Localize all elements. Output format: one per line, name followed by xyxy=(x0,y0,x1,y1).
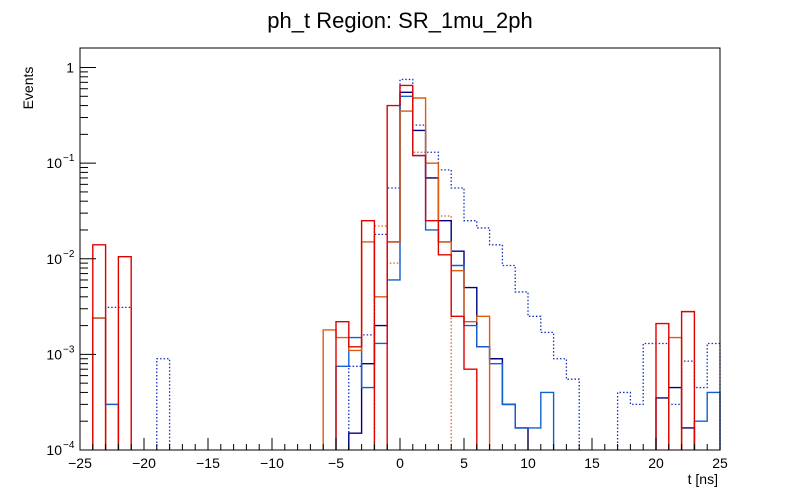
axes-layer: −25 −20 −15 −10 −5 0 5 10 15 20 2510−410−310−210−1… xyxy=(46,47,728,471)
x-tick-label: 5 xyxy=(460,455,468,471)
x-tick-label: −10 xyxy=(260,455,284,471)
x-tick-label: −25 xyxy=(68,455,92,471)
x-tick-label: −20 xyxy=(132,455,156,471)
histogram-bar-group xyxy=(348,78,580,450)
histogram-bar-group xyxy=(92,244,107,450)
x-tick-label: 10 xyxy=(520,455,536,471)
x-tick-label: 25 xyxy=(712,455,728,471)
y-tick-exponent: −3 xyxy=(63,344,75,355)
x-axis-label: t [ns] xyxy=(688,471,718,487)
x-tick-label: −5 xyxy=(328,455,344,471)
histogram-bar-group xyxy=(156,358,171,450)
x-tick-label: 0 xyxy=(396,455,404,471)
x-tick-label: 15 xyxy=(584,455,600,471)
y-tick-label: 1 xyxy=(66,60,74,76)
y-tick-exponent: −2 xyxy=(63,249,75,260)
chart-title: ph_t Region: SR_1mu_2ph xyxy=(267,8,532,33)
histogram-bar-group xyxy=(655,322,670,450)
x-tick-label: −15 xyxy=(196,455,220,471)
series-sample-red xyxy=(92,84,696,450)
histogram-bar-group xyxy=(335,220,376,450)
histogram-bar-group xyxy=(680,310,696,450)
y-tick-label: 10 xyxy=(46,251,62,267)
histogram-bar-group xyxy=(386,84,478,450)
y-tick-exponent: −1 xyxy=(63,153,75,164)
x-tick-label: 20 xyxy=(648,455,664,471)
y-tick-label: 10 xyxy=(46,346,62,362)
series-layer xyxy=(92,78,721,450)
histogram-bar-group xyxy=(655,386,696,450)
y-tick-label: 10 xyxy=(46,442,62,458)
histogram-bar-group xyxy=(117,256,132,450)
y-tick-exponent: −4 xyxy=(63,440,75,451)
y-axis-label: Events xyxy=(20,67,36,110)
y-tick-label: 10 xyxy=(46,155,62,171)
